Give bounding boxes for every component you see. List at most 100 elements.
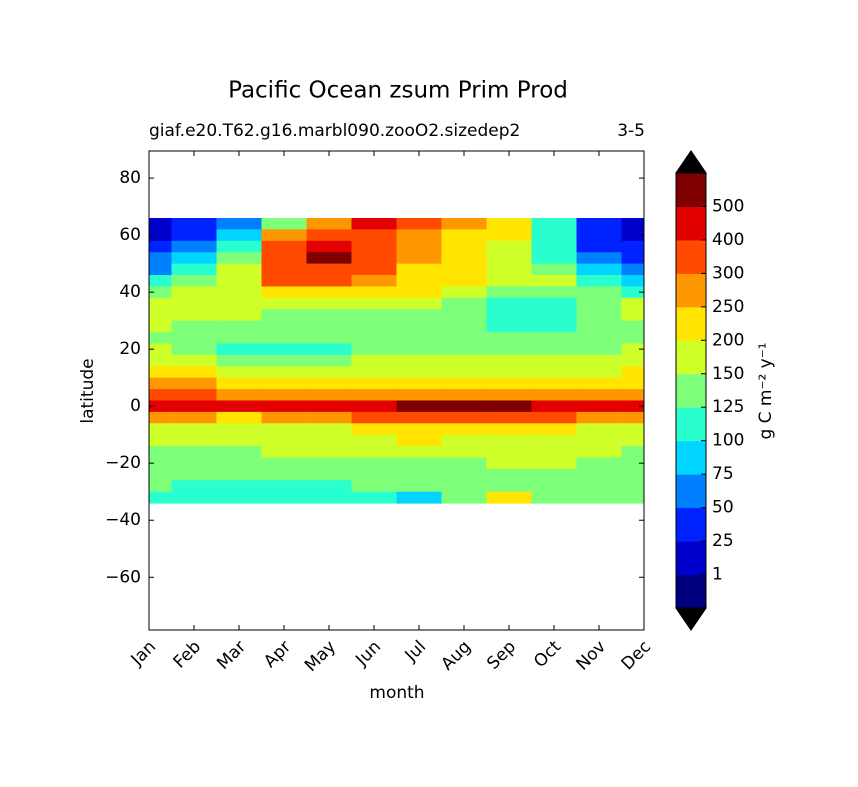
contour-cell xyxy=(621,411,645,424)
contour-cell xyxy=(396,457,442,470)
contour-cell xyxy=(171,343,217,356)
contour-cell xyxy=(441,309,487,322)
y-tick-label: −20 xyxy=(105,453,141,473)
contour-cell xyxy=(486,320,532,333)
contour-cell xyxy=(149,354,172,367)
contour-cell xyxy=(171,377,217,390)
contour-cell xyxy=(351,354,397,367)
colorbar-segment xyxy=(676,440,706,475)
contour-cell xyxy=(441,446,487,459)
contour-cell xyxy=(621,343,645,356)
contour-cell xyxy=(576,286,622,299)
contour-cell xyxy=(171,320,217,333)
contour-cell xyxy=(149,480,172,493)
chart-title: Pacific Ocean zsum Prim Prod xyxy=(228,78,568,104)
contour-cell xyxy=(621,275,645,287)
contour-cell xyxy=(216,377,262,390)
contour-cell xyxy=(621,423,645,436)
contour-cell xyxy=(306,309,352,322)
contour-cell xyxy=(396,286,442,299)
y-tick-label: 80 xyxy=(119,168,141,188)
contour-cell xyxy=(171,457,217,470)
contour-cell xyxy=(261,377,307,390)
contour-cell xyxy=(216,286,262,299)
contour-cell xyxy=(149,343,172,356)
colorbar-segment xyxy=(676,306,706,341)
contour-cell xyxy=(441,491,487,504)
contour-cell xyxy=(351,229,397,242)
contour-cell xyxy=(486,229,532,242)
contour-cell xyxy=(486,343,532,356)
contour-cell xyxy=(171,366,217,379)
contour-cell xyxy=(396,480,442,493)
colorbar-segment xyxy=(676,474,706,509)
y-tick-label: −60 xyxy=(105,567,141,587)
contour-cell xyxy=(351,457,397,470)
contour-cell xyxy=(261,423,307,436)
contour-cell xyxy=(531,480,577,493)
contour-cell xyxy=(216,411,262,424)
contour-cell xyxy=(396,218,442,230)
contour-cell xyxy=(531,446,577,459)
contour-cell xyxy=(306,320,352,333)
contour-cell xyxy=(261,218,307,230)
contour-cell xyxy=(441,332,487,344)
contour-cell xyxy=(171,218,217,230)
contour-cell xyxy=(216,389,262,401)
contour-cell xyxy=(149,457,172,470)
contour-cell xyxy=(171,309,217,322)
contour-cell xyxy=(441,411,487,424)
contour-cell xyxy=(576,309,622,322)
contour-cell xyxy=(171,286,217,299)
contour-cell xyxy=(576,480,622,493)
colorbar-segment xyxy=(676,574,706,609)
contour-cell xyxy=(486,423,532,436)
x-axis-label: month xyxy=(369,683,424,703)
contour-cell xyxy=(171,480,217,493)
contour-cell xyxy=(531,297,577,310)
contour-cell xyxy=(149,332,172,344)
contour-cell xyxy=(351,263,397,276)
contour-cell xyxy=(441,423,487,436)
contour-cell xyxy=(261,343,307,356)
contour-cell xyxy=(261,411,307,424)
contour-cell xyxy=(306,389,352,401)
contour-cell xyxy=(486,366,532,379)
contour-cell xyxy=(216,446,262,459)
contour-cell xyxy=(216,457,262,470)
contour-cell xyxy=(576,389,622,401)
contour-cell xyxy=(396,446,442,459)
contour-cell xyxy=(486,457,532,470)
contour-cell xyxy=(171,297,217,310)
colorbar-segment xyxy=(676,373,706,408)
contour-cell xyxy=(576,218,622,230)
contour-cell xyxy=(149,320,172,333)
contour-cell xyxy=(351,297,397,310)
contour-cell xyxy=(396,343,442,356)
contour-cell xyxy=(576,229,622,242)
contour-cell xyxy=(486,218,532,230)
contour-cell xyxy=(216,400,262,413)
contour-cell xyxy=(149,240,172,253)
contour-cell xyxy=(576,400,622,413)
contour-cell xyxy=(261,252,307,265)
contour-cell xyxy=(171,400,217,413)
contour-cell xyxy=(261,240,307,253)
contour-cell xyxy=(621,263,645,276)
contour-cell xyxy=(261,389,307,401)
contour-cell xyxy=(486,354,532,367)
y-tick-label: 20 xyxy=(119,339,141,359)
contour-cell xyxy=(531,354,577,367)
contour-cell xyxy=(306,400,352,413)
contour-cell xyxy=(531,434,577,447)
colorbar-tick-label: 100 xyxy=(712,431,744,451)
contour-cell xyxy=(441,400,487,413)
contour-cell xyxy=(621,366,645,379)
contour-cell xyxy=(306,252,352,265)
contour-cell xyxy=(216,320,262,333)
contour-cell xyxy=(576,446,622,459)
contour-cell xyxy=(441,240,487,253)
contour-cell xyxy=(441,252,487,265)
contour-cell xyxy=(441,468,487,481)
